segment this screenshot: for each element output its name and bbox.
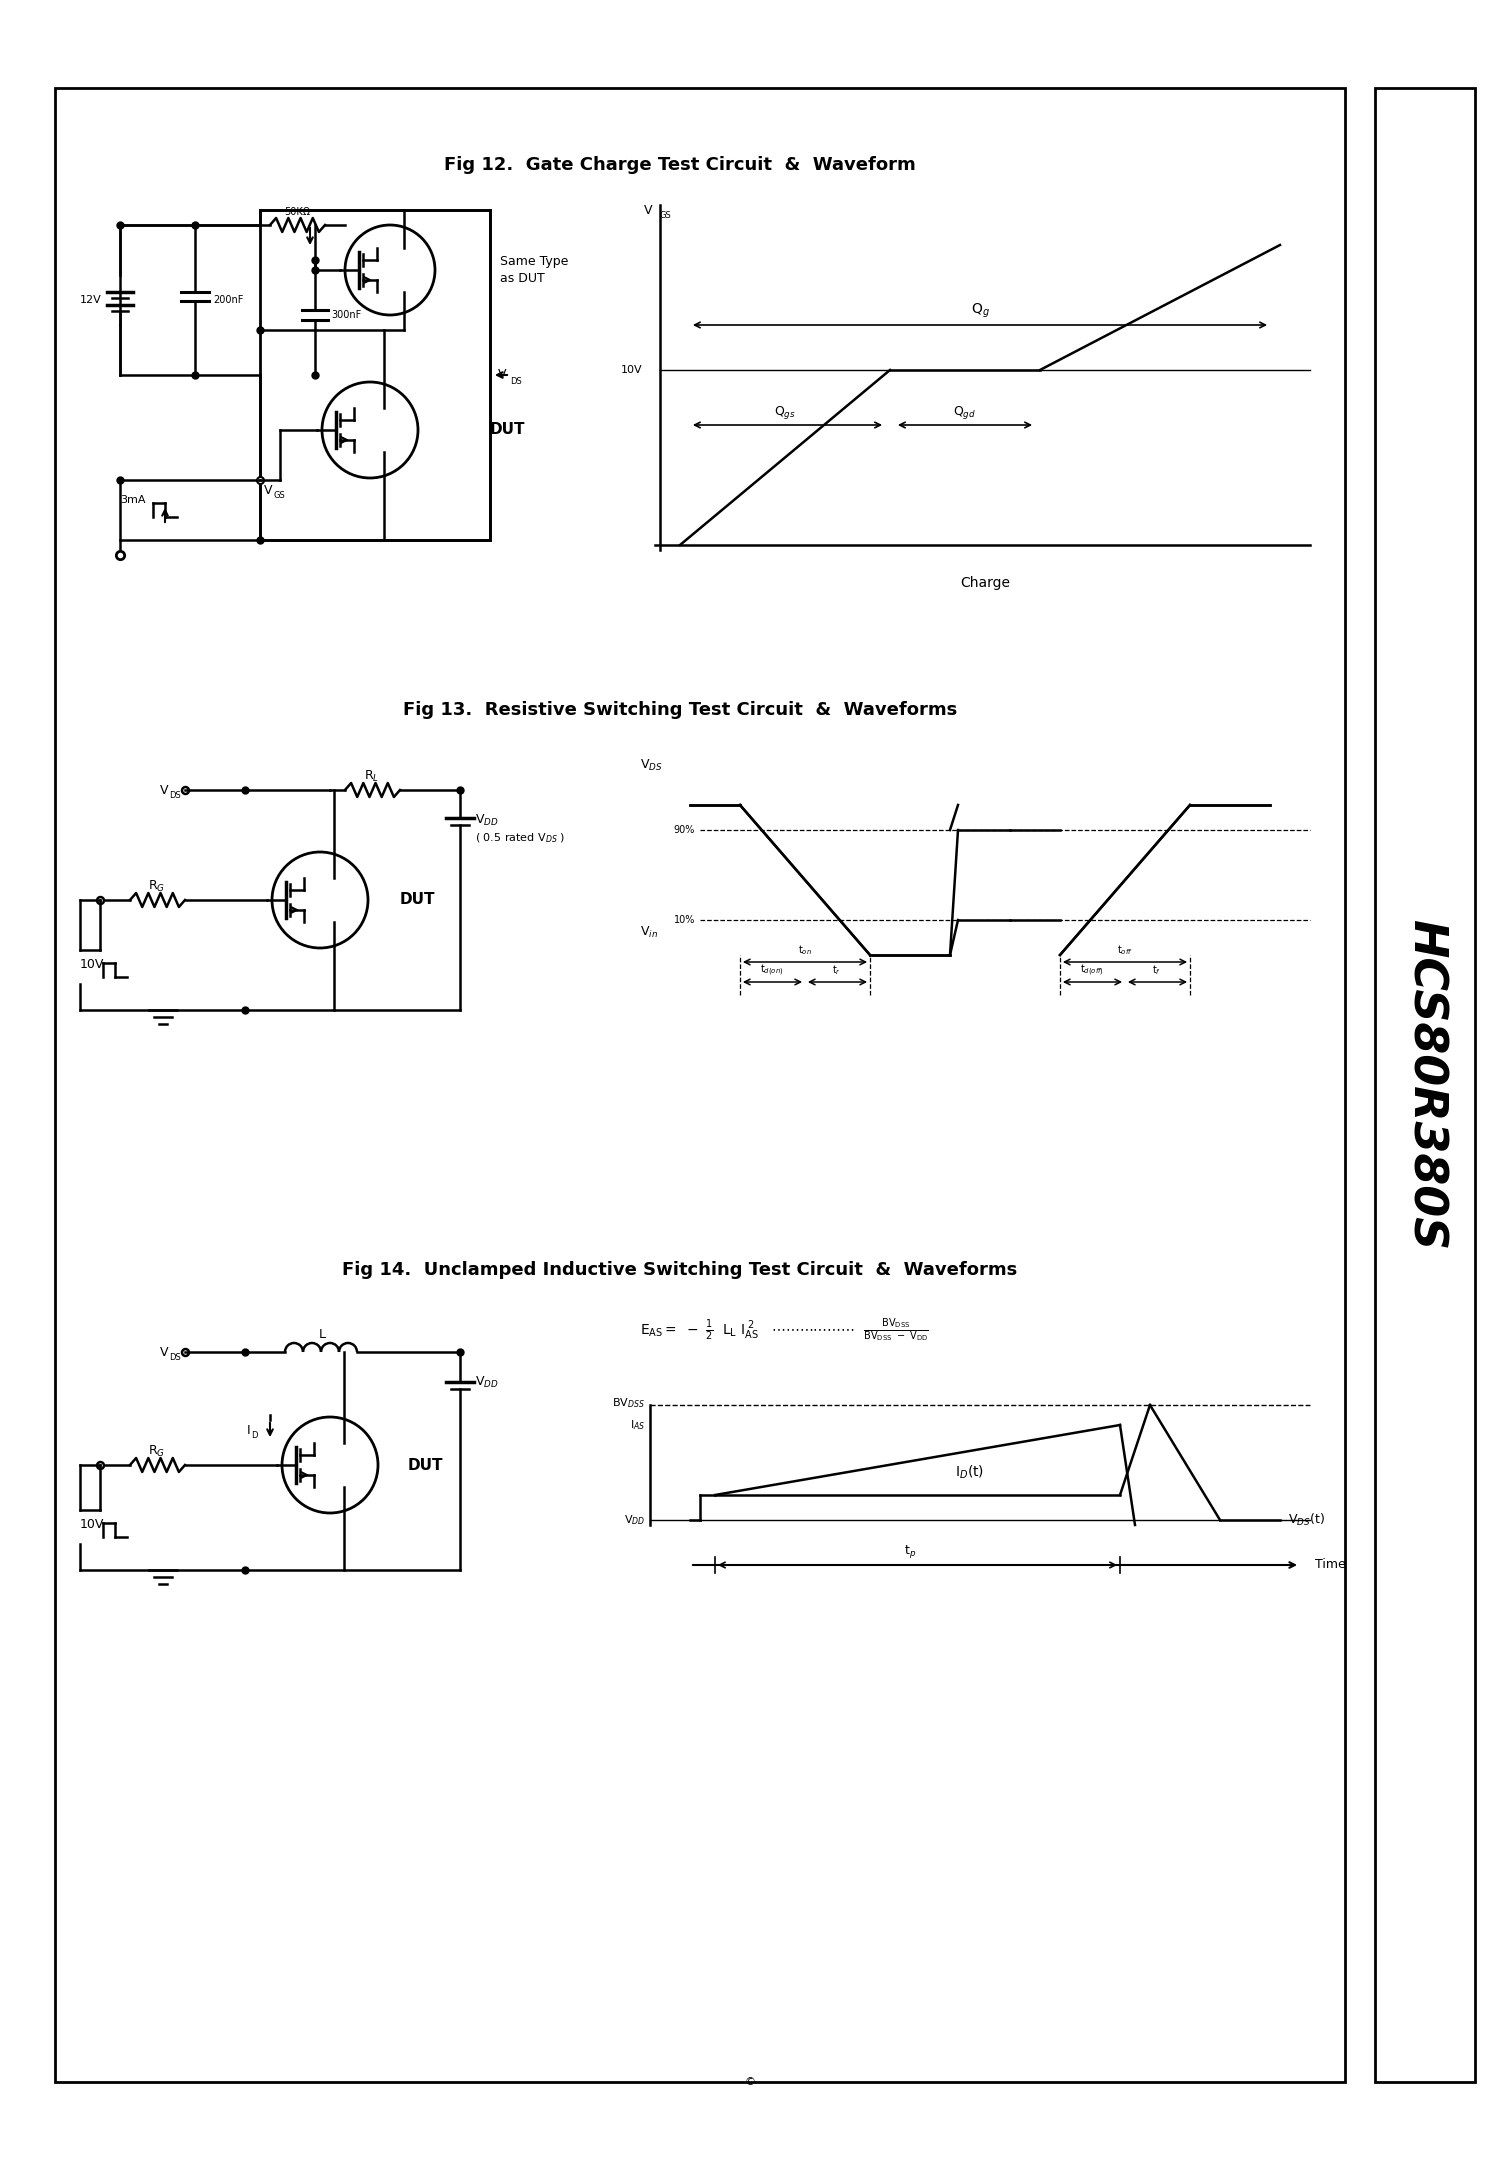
- Text: ©: ©: [744, 2076, 756, 2087]
- Text: GS: GS: [660, 212, 672, 221]
- Text: V: V: [159, 784, 168, 797]
- Text: DUT: DUT: [400, 893, 435, 908]
- Text: DUT: DUT: [490, 423, 525, 438]
- Text: Charge: Charge: [960, 576, 1010, 589]
- Text: V$_{DS}$(t): V$_{DS}$(t): [1288, 1513, 1324, 1528]
- Text: Fig 14.  Unclamped Inductive Switching Test Circuit  &  Waveforms: Fig 14. Unclamped Inductive Switching Te…: [342, 1261, 1017, 1279]
- Text: 90%: 90%: [674, 826, 694, 834]
- Text: V: V: [264, 483, 272, 496]
- Text: $\mathregular{E_{AS}=\ -\ \frac{1}{2}\ \ L_L\ I_{AS}^{\ 2}\ \ \ \cdots\cdots\cdo: $\mathregular{E_{AS}=\ -\ \frac{1}{2}\ \…: [640, 1315, 928, 1344]
- Text: 3mA: 3mA: [120, 494, 146, 505]
- Text: Fig 13.  Resistive Switching Test Circuit  &  Waveforms: Fig 13. Resistive Switching Test Circuit…: [404, 700, 957, 719]
- Bar: [260, 210, 490, 540]
- Text: as DUT: as DUT: [500, 271, 544, 284]
- Text: 50KΩ: 50KΩ: [284, 208, 310, 217]
- Text: V: V: [644, 204, 652, 217]
- Text: 10V: 10V: [80, 1519, 105, 1532]
- Text: 10V: 10V: [80, 958, 105, 971]
- Text: HCS80R380S: HCS80R380S: [1402, 919, 1447, 1250]
- Text: t$_{d(on)}$: t$_{d(on)}$: [760, 962, 783, 977]
- Text: V$_{DD}$: V$_{DD}$: [476, 813, 498, 828]
- Text: BV$_{DSS}$: BV$_{DSS}$: [612, 1396, 645, 1411]
- Text: Fig 12.  Gate Charge Test Circuit  &  Waveform: Fig 12. Gate Charge Test Circuit & Wavef…: [444, 156, 916, 173]
- Text: ( 0.5 rated V$_{DS}$ ): ( 0.5 rated V$_{DS}$ ): [476, 832, 566, 845]
- Text: I: I: [246, 1424, 250, 1437]
- Text: V$_{DD}$: V$_{DD}$: [476, 1374, 498, 1389]
- Text: t$_p$: t$_p$: [904, 1543, 916, 1560]
- Text: D: D: [251, 1432, 258, 1441]
- Text: GS: GS: [273, 492, 285, 501]
- Text: V$_{DS}$: V$_{DS}$: [640, 758, 663, 774]
- Text: DS: DS: [510, 377, 522, 386]
- Text: 10V: 10V: [621, 364, 642, 375]
- Text: 12V: 12V: [81, 295, 102, 306]
- Text: DS: DS: [170, 1354, 180, 1363]
- Text: V: V: [159, 1346, 168, 1359]
- Text: 200nF: 200nF: [213, 295, 243, 306]
- Text: V$_{DD}$: V$_{DD}$: [624, 1513, 645, 1528]
- Text: R$_G$: R$_G$: [148, 878, 165, 893]
- Text: 10%: 10%: [674, 914, 694, 925]
- Text: I$_{AS}$: I$_{AS}$: [630, 1417, 645, 1432]
- Text: L: L: [318, 1328, 326, 1341]
- Text: t$_{off}$: t$_{off}$: [1118, 943, 1132, 958]
- Text: 300nF: 300nF: [332, 310, 362, 321]
- Text: Same Type: Same Type: [500, 256, 568, 269]
- Text: t$_r$: t$_r$: [833, 962, 842, 977]
- Text: V: V: [498, 368, 507, 381]
- Text: t$_{d(off)}$: t$_{d(off)}$: [1080, 962, 1104, 977]
- Bar: [56, 89, 1346, 2082]
- Text: V$_{in}$: V$_{in}$: [640, 925, 658, 940]
- Text: Q$_{gd}$: Q$_{gd}$: [954, 403, 976, 420]
- Bar: [1376, 89, 1474, 2082]
- Text: Time: Time: [1316, 1558, 1346, 1571]
- Text: t$_{on}$: t$_{on}$: [798, 943, 812, 958]
- Text: t$_f$: t$_f$: [1152, 962, 1161, 977]
- Text: DUT: DUT: [408, 1458, 444, 1474]
- Text: Q$_g$: Q$_g$: [970, 301, 990, 321]
- Text: DS: DS: [170, 791, 180, 800]
- Text: R$_G$: R$_G$: [148, 1443, 165, 1458]
- Text: R$_L$: R$_L$: [364, 769, 380, 784]
- Text: I$_D$(t): I$_D$(t): [956, 1463, 984, 1480]
- Text: Q$_{gs}$: Q$_{gs}$: [774, 403, 796, 420]
